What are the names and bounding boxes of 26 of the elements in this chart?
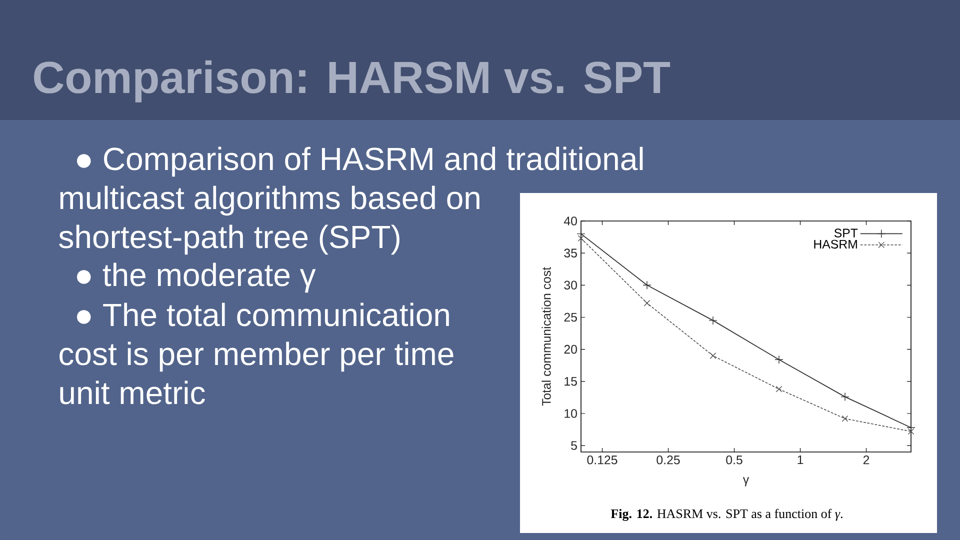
legend-label: HASRM [814, 240, 857, 249]
text: ● The total communication [76, 302, 449, 326]
x-tick-label: 0.5 [726, 456, 742, 464]
x-axis-title: γ [742, 477, 750, 486]
text: ● Comparison of HASRM and traditional [76, 146, 643, 177]
x-tick-label: 0.25 [656, 456, 680, 464]
text: multicast algorithms based on [60, 186, 480, 216]
y-axis-title: Total communication cost [542, 267, 551, 406]
legend-label: SPT [834, 228, 858, 238]
text: Fig. 12. HASRM vs. SPT as a function of γ. [610, 508, 842, 521]
x-tick-label: 0.125 [587, 456, 618, 464]
chart-title: Comparison: HARSM vs. SPT [34, 60, 670, 102]
y-tick-label: 15 [564, 377, 577, 386]
y-tick-label: 35 [564, 248, 577, 258]
x-tick-label: 2 [863, 456, 870, 464]
y-tick-label: 10 [564, 409, 577, 418]
y-tick-label: 5 [571, 441, 577, 450]
text: shortest-path tree (SPT) [59, 224, 400, 255]
y-tick-label: 25 [564, 312, 577, 322]
text: cost is per member per time [60, 342, 454, 372]
x-tick-label: 1 [798, 456, 804, 464]
y-tick-label: 40 [564, 216, 577, 226]
y-tick-label: 20 [564, 344, 577, 354]
text: ● the moderate γ [76, 262, 316, 293]
y-tick-label: 30 [564, 280, 577, 290]
text: unit metric [60, 380, 205, 404]
